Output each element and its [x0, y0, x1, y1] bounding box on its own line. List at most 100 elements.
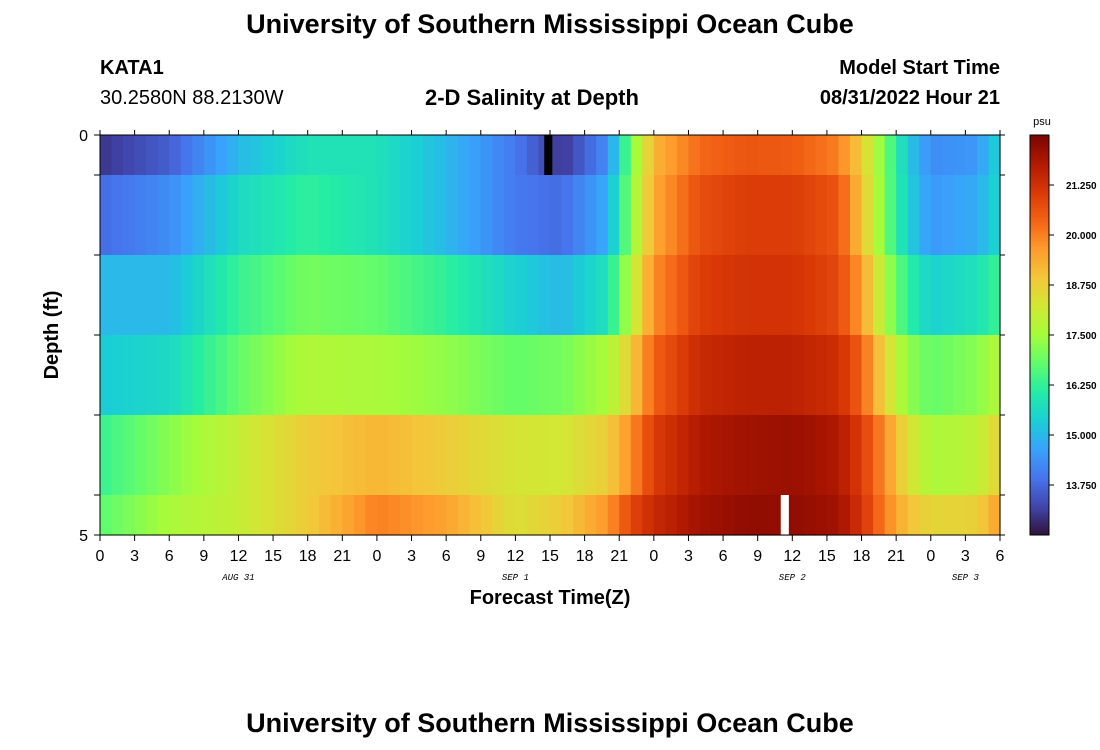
heatmap-cell	[423, 135, 436, 176]
page-title: University of Southern Mississippi Ocean…	[246, 9, 854, 39]
heatmap-cell	[711, 135, 724, 176]
heatmap-cell	[815, 415, 828, 496]
x-tick-label: 3	[961, 548, 970, 565]
heatmap-cell	[226, 135, 240, 176]
heatmap-cell	[826, 495, 840, 536]
heatmap-cell	[653, 335, 666, 416]
heatmap-cell	[180, 175, 193, 256]
heatmap-cell	[203, 135, 216, 176]
heatmap-cell	[353, 255, 366, 336]
heatmap-cell	[723, 495, 736, 536]
heatmap-cell	[261, 135, 274, 176]
heatmap-cell	[550, 415, 563, 496]
heatmap-cell	[492, 495, 505, 536]
heatmap-cell	[919, 415, 932, 496]
heatmap-cell	[873, 415, 886, 496]
heatmap-cell	[388, 335, 401, 416]
x-tick-label: 6	[996, 548, 1005, 565]
x-tick-label: 3	[130, 548, 139, 565]
heatmap-cell	[365, 415, 378, 496]
colorbar-gradient	[1029, 134, 1050, 536]
heatmap-cell	[573, 495, 586, 536]
x-tick-label: 6	[719, 548, 728, 565]
heatmap-cell	[607, 495, 620, 536]
heatmap-cell	[284, 175, 297, 256]
heatmap-cell	[734, 335, 747, 416]
heatmap-cell	[146, 255, 159, 336]
heatmap-cell	[342, 335, 355, 416]
heatmap-cell	[400, 495, 413, 536]
heatmap-cell	[261, 335, 274, 416]
x-tick-label: 0	[372, 548, 381, 565]
heatmap-cell	[896, 135, 909, 176]
heatmap-cell	[353, 135, 366, 176]
heatmap-cell	[965, 415, 978, 496]
heatmap-cell	[526, 335, 540, 416]
heatmap-cell	[296, 335, 309, 416]
heatmap-cell	[215, 415, 228, 496]
heatmap-cell	[550, 175, 563, 256]
heatmap-markers	[544, 135, 789, 535]
heatmap-cell	[376, 175, 390, 256]
station-id: KATA1	[100, 57, 164, 79]
heatmap-cell	[953, 255, 966, 336]
heatmap-marker	[544, 135, 553, 175]
heatmap-cell	[238, 415, 251, 496]
x-tick-label: 9	[199, 548, 208, 565]
heatmap-cell	[307, 335, 320, 416]
date-label: AUG 31	[221, 573, 254, 583]
heatmap-cell	[653, 255, 666, 336]
heatmap-cell	[942, 335, 955, 416]
heatmap-cell	[711, 255, 724, 336]
heatmap-cell	[469, 335, 482, 416]
heatmap-cell	[284, 415, 297, 496]
heatmap-cell	[838, 415, 851, 496]
heatmap-cell	[284, 255, 297, 336]
heatmap-cell	[630, 255, 643, 336]
heatmap-cell	[838, 175, 851, 256]
heatmap-cell	[688, 175, 701, 256]
heatmap-cell	[676, 415, 690, 496]
heatmap-cell	[942, 135, 955, 176]
heatmap-cell	[988, 255, 1001, 336]
heatmap-cell	[700, 415, 713, 496]
heatmap-cell	[838, 255, 851, 336]
heatmap-cell	[573, 135, 586, 176]
heatmap-cell	[146, 135, 159, 176]
heatmap-cell	[180, 495, 193, 536]
heatmap-cell	[515, 255, 528, 336]
heatmap-cell	[469, 135, 482, 176]
colorbar-tick-label: 15.000	[1066, 431, 1097, 442]
heatmap-cell	[665, 415, 678, 496]
heatmap-cell	[976, 495, 990, 536]
station-coordinates: 30.2580N 88.2130W	[100, 87, 284, 109]
heatmap-cell	[307, 255, 320, 336]
heatmap-cell	[850, 135, 863, 176]
heatmap-cell	[100, 495, 113, 536]
heatmap-cell	[192, 135, 205, 176]
heatmap-cell	[861, 335, 874, 416]
heatmap-cell	[492, 135, 505, 176]
heatmap-cell	[607, 135, 620, 176]
heatmap-cell	[492, 255, 505, 336]
heatmap-cell	[457, 135, 470, 176]
heatmap-cell	[261, 495, 274, 536]
heatmap-cell	[746, 335, 759, 416]
heatmap-cell	[746, 495, 759, 536]
heatmap-cell	[538, 175, 551, 256]
heatmap-cell	[503, 135, 516, 176]
heatmap-cell	[169, 135, 182, 176]
heatmap-cell	[861, 175, 874, 256]
heatmap-cell	[273, 255, 286, 336]
heatmap-cell	[573, 175, 586, 256]
heatmap-cell	[492, 415, 505, 496]
heatmap-cell	[976, 175, 990, 256]
heatmap-cell	[238, 495, 251, 536]
heatmap-cell	[780, 175, 793, 256]
y-axis-label: Depth (ft)	[41, 291, 63, 380]
heatmap-cell	[457, 175, 470, 256]
heatmap-cell	[123, 335, 136, 416]
heatmap-cell	[653, 415, 666, 496]
heatmap-cell	[746, 415, 759, 496]
heatmap-cell	[723, 415, 736, 496]
